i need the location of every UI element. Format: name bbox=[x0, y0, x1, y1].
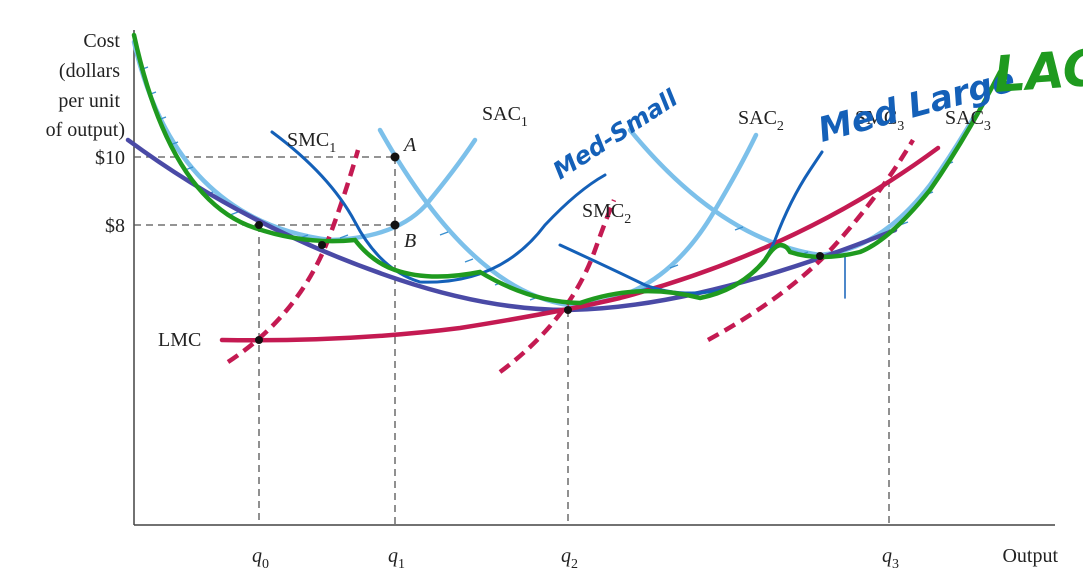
green-lac-sketch bbox=[131, 32, 1003, 306]
sac2-label: SAC2 bbox=[738, 107, 784, 134]
point-b-label: B bbox=[404, 230, 416, 252]
point-q0 bbox=[255, 221, 263, 229]
point-q2 bbox=[564, 306, 572, 314]
point-a bbox=[390, 152, 400, 162]
guide-lines bbox=[134, 156, 890, 525]
point-b bbox=[390, 220, 400, 230]
y-axis-label-line: of output) bbox=[46, 119, 125, 141]
smc3-curve bbox=[706, 138, 915, 342]
smc1-label: SMC1 bbox=[287, 129, 336, 156]
y-tick-10: $10 bbox=[95, 147, 125, 169]
med-large-annotation: Med Large bbox=[814, 60, 1019, 151]
points bbox=[255, 152, 824, 344]
x-tick-q3: q3 bbox=[882, 545, 899, 572]
x-tick-q2: q2 bbox=[561, 545, 578, 572]
smc2-label: SMC2 bbox=[582, 200, 631, 227]
y-axis-label-line: (dollars bbox=[59, 60, 120, 82]
sac3-label: SAC3 bbox=[945, 107, 991, 134]
point-a-label: A bbox=[402, 134, 417, 156]
x-tick-q0: q0 bbox=[252, 545, 269, 572]
y-axis-label-line: per unit bbox=[58, 90, 120, 112]
point-lmc-q0 bbox=[255, 336, 263, 344]
y-axis-label: Cost (dollars per unit of output) bbox=[46, 30, 125, 141]
sac-envelope-ticks bbox=[139, 66, 954, 303]
x-tick-q1: q1 bbox=[388, 545, 405, 572]
y-tick-8: $8 bbox=[105, 215, 125, 237]
sac-curves bbox=[131, 39, 978, 308]
smc2-curve bbox=[498, 199, 617, 374]
smc3-label: SMC3 bbox=[855, 107, 904, 134]
point-smc1-cross bbox=[318, 241, 326, 249]
x-axis-label: Output bbox=[1002, 545, 1058, 567]
sac3-curve bbox=[627, 112, 978, 258]
lmc-label: LMC bbox=[158, 329, 201, 351]
point-q3 bbox=[816, 252, 824, 260]
sac1-label: SAC1 bbox=[482, 103, 528, 130]
y-axis-label-line: Cost bbox=[83, 30, 120, 52]
lac-annotation: LAC bbox=[992, 39, 1083, 104]
